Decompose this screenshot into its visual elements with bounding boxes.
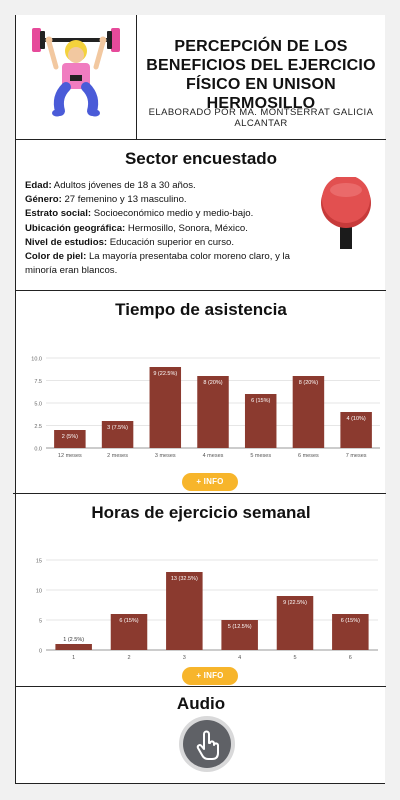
sector-item-label: Género:: [25, 194, 62, 206]
time-section: Tiempo de asistencia 0.0 2.5 5.0 7.5 10.0 2 (…: [16, 290, 386, 493]
data-label: 5 (12.5%): [228, 624, 252, 630]
chart-bar: [166, 572, 203, 650]
y-tick-label: 0: [39, 649, 42, 655]
page-title-line: FÍSICO EN UNISON HERMOSILLO: [186, 76, 336, 112]
sector-list: Edad: Adultos jóvenes de 18 a 30 años. G…: [25, 179, 320, 278]
chart-bar: [292, 376, 325, 448]
sector-item-label: Ubicación geográfica:: [25, 222, 126, 234]
audio-title: Audio: [176, 694, 226, 713]
x-tick-label: 6: [349, 655, 352, 661]
sector-item-label: Nivel de estudios:: [25, 236, 108, 248]
y-tick-label: 7.5: [34, 379, 42, 385]
hours-chart: 0 5 10 15 1 (2.5%) 1 6 (15%) 2 13 (32.5%) 3 5 (12.…: [36, 559, 378, 661]
data-label: 6 (15%): [119, 618, 138, 624]
x-tick-label: 12 meses: [58, 453, 82, 459]
chart-bar: [149, 367, 182, 448]
chart-bar: [332, 614, 369, 650]
x-tick-label: 2 meses: [107, 453, 128, 459]
x-tick-label: 5: [293, 655, 296, 661]
chart-bar: [110, 614, 148, 650]
hours-title: Horas de ejercicio semanal: [91, 503, 311, 522]
sector-item: Ubicación geográfica: Hermosillo, Sonora…: [25, 222, 320, 236]
sector-item-label: Estrato social:: [25, 208, 92, 220]
sector-title: Sector encuestado: [124, 149, 278, 168]
x-tick-label: 4 meses: [203, 453, 224, 459]
y-tick-label: 10.0: [31, 357, 42, 363]
sector-item: Edad: Adultos jóvenes de 18 a 30 años.: [25, 179, 320, 193]
time-chart: 0.0 2.5 5.0 7.5 10.0 2 (5%) 12 meses 3 (7.5%) 2 …: [31, 357, 380, 459]
y-tick-label: 10: [36, 589, 42, 595]
chart-bar: [55, 644, 92, 650]
data-label: 6 (15%): [251, 398, 270, 404]
x-tick-label: 2: [127, 655, 130, 661]
pushpin-icon: [321, 177, 371, 249]
sector-item-value: 27 femenino y 13 masculino.: [61, 194, 187, 206]
sector-section: Sector encuestado Edad: Adultos jóvenes …: [16, 139, 386, 291]
divider: [13, 493, 386, 494]
sector-item-label: Color de piel:: [25, 251, 87, 263]
time-title: Tiempo de asistencia: [115, 300, 287, 319]
sector-item: Estrato social: Socioeconómico medio y m…: [25, 207, 320, 221]
weightlifter-icon: [32, 28, 120, 117]
data-label: 3 (7.5%): [107, 425, 128, 431]
y-tick-label: 5: [39, 619, 42, 625]
sector-item-value: Educación superior en curso.: [107, 236, 235, 248]
author-line: ELABORADO POR MA. MONTSERRAT GALICIA ALC…: [148, 107, 374, 129]
chart-bar: [197, 376, 229, 448]
x-tick-label: 5 meses: [250, 453, 271, 459]
chart-bar: [340, 412, 372, 448]
x-tick-label: 7 meses: [346, 453, 367, 459]
chart-bar: [276, 596, 314, 650]
page-title-line: PERCEPCIÓN DE LOS: [174, 38, 348, 55]
data-label: 9 (22.5%): [153, 371, 177, 377]
hand-pointer-icon: [196, 730, 220, 760]
infographic-card: PERCEPCIÓN DE LOS BENEFICIOS DEL EJERCIC…: [13, 15, 386, 784]
header: PERCEPCIÓN DE LOS BENEFICIOS DEL EJERCIC…: [16, 15, 386, 140]
audio-button[interactable]: [183, 720, 231, 768]
hours-section: Horas de ejercicio semanal 0 5 10 15 1 (2.5%…: [16, 493, 386, 687]
sector-item-value: Adultos jóvenes de 18 a 30 años.: [51, 180, 196, 191]
sector-item-value: La mayoría presentaba color moreno claro…: [25, 251, 291, 277]
chart-bar: [221, 620, 258, 650]
sector-item: Nivel de estudios: Educación superior en…: [25, 236, 320, 250]
data-label: 8 (20%): [203, 380, 222, 386]
sector-item-value: Socioeconómico medio y medio-bajo.: [91, 208, 254, 220]
page-title: PERCEPCIÓN DE LOS BENEFICIOS DEL EJERCIC…: [138, 37, 384, 113]
sector-item-value: Hermosillo, Sonora, México.: [125, 222, 248, 234]
x-tick-label: 3: [183, 655, 186, 661]
audio-section: Audio: [16, 686, 386, 784]
y-tick-label: 5.0: [34, 402, 42, 408]
sector-item: Género: 27 femenino y 13 masculino.: [25, 193, 320, 207]
y-tick-label: 2.5: [34, 424, 42, 430]
x-tick-label: 6 meses: [298, 453, 319, 459]
data-label: 9 (22.5%): [283, 600, 307, 606]
chart-bar: [101, 421, 134, 448]
x-tick-label: 1: [72, 655, 75, 661]
data-label: 1 (2.5%): [63, 637, 84, 643]
data-label: 8 (20%): [299, 380, 318, 386]
y-tick-label: 0.0: [34, 447, 42, 453]
sector-item: Color de piel: La mayoría presentaba col…: [25, 250, 320, 278]
x-tick-label: 3 meses: [155, 453, 176, 459]
weightlifter-illustration: [16, 15, 137, 139]
hours-info-button[interactable]: + INFO: [182, 667, 238, 685]
page-title-line: BENEFICIOS DEL EJERCICIO: [146, 57, 376, 74]
data-label: 13 (32.5%): [171, 576, 198, 582]
time-info-button[interactable]: + INFO: [182, 473, 238, 491]
data-label: 2 (5%): [62, 434, 78, 440]
data-label: 4 (10%): [347, 416, 366, 422]
chart-bar: [244, 394, 277, 448]
x-tick-label: 4: [238, 655, 241, 661]
chart-bar: [54, 430, 86, 448]
y-tick-label: 15: [36, 559, 42, 565]
sector-item-label: Edad:: [25, 180, 52, 191]
data-label: 6 (15%): [341, 618, 360, 624]
